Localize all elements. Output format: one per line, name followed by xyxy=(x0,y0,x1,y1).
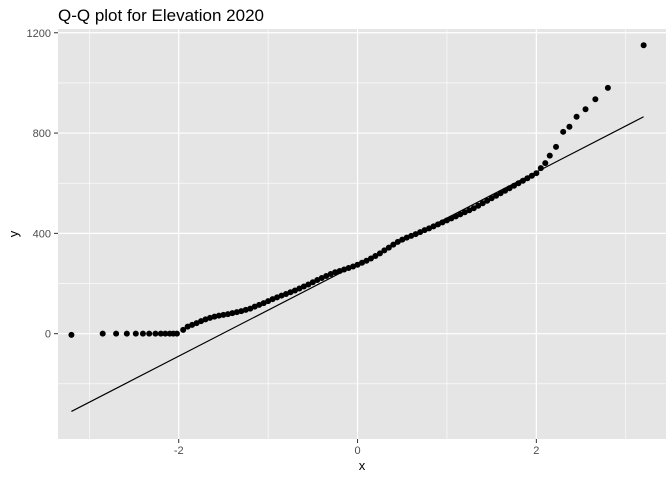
data-point xyxy=(461,209,468,216)
data-point xyxy=(506,185,513,192)
data-point xyxy=(372,252,379,259)
data-point xyxy=(488,195,495,202)
chart-title: Q-Q plot for Elevation 2020 xyxy=(58,6,264,25)
data-point xyxy=(260,300,267,307)
data-point xyxy=(354,261,361,268)
data-point xyxy=(443,217,450,224)
data-point xyxy=(180,326,187,333)
data-point xyxy=(399,236,406,243)
data-point xyxy=(448,215,455,222)
grid-minor xyxy=(58,29,666,439)
x-tick-label: 0 xyxy=(354,445,360,457)
data-point xyxy=(247,305,254,312)
data-point xyxy=(359,259,365,266)
data-point xyxy=(224,311,231,318)
data-point xyxy=(314,277,321,284)
data-point xyxy=(113,330,120,337)
data-point xyxy=(162,330,169,337)
data-point xyxy=(309,279,316,286)
data-point xyxy=(291,287,298,294)
data-point xyxy=(157,330,164,337)
data-point xyxy=(99,330,106,337)
data-point xyxy=(68,331,75,338)
data-point xyxy=(604,84,611,91)
data-point xyxy=(385,244,392,251)
data-point xyxy=(123,330,130,337)
data-point xyxy=(363,257,370,264)
data-point xyxy=(426,225,433,232)
data-point xyxy=(139,330,146,337)
data-point xyxy=(439,219,446,226)
data-point xyxy=(390,241,397,248)
y-tick-label: 800 xyxy=(33,128,51,140)
data-point xyxy=(381,247,388,254)
data-point xyxy=(452,213,459,220)
y-tick-label: 400 xyxy=(33,228,51,240)
data-point xyxy=(493,192,500,199)
data-point xyxy=(542,160,549,167)
data-point xyxy=(475,202,482,209)
data-point xyxy=(582,106,589,113)
x-axis-title: x xyxy=(359,458,366,473)
data-point xyxy=(524,175,531,182)
data-point xyxy=(318,275,325,282)
data-point xyxy=(479,200,486,207)
plot-panel xyxy=(58,29,666,439)
data-point xyxy=(296,285,303,292)
y-tick-label: 0 xyxy=(45,329,51,341)
y-axis: 0 400 800 1200 xyxy=(27,28,58,341)
data-point xyxy=(528,172,535,179)
data-point xyxy=(211,313,218,320)
data-point xyxy=(511,182,517,189)
data-point xyxy=(265,298,272,305)
data-point xyxy=(376,250,383,257)
x-axis: -2 0 2 xyxy=(174,439,539,457)
data-point xyxy=(553,143,560,150)
data-point xyxy=(300,283,307,290)
data-point xyxy=(435,221,441,228)
data-point xyxy=(592,96,599,103)
data-point xyxy=(497,190,504,197)
data-point xyxy=(502,187,509,194)
data-point xyxy=(430,223,437,230)
data-point xyxy=(152,330,159,337)
data-point xyxy=(640,42,647,49)
data-point xyxy=(573,113,580,120)
data-point xyxy=(132,330,139,337)
data-point xyxy=(323,273,330,280)
data-point xyxy=(229,310,236,317)
data-point xyxy=(367,255,374,262)
data-point xyxy=(466,207,473,214)
data-point xyxy=(233,309,240,316)
data-point xyxy=(546,152,553,159)
data-point xyxy=(417,229,424,236)
data-point xyxy=(560,128,567,135)
data-point xyxy=(412,231,419,238)
data-point xyxy=(533,170,540,177)
data-point xyxy=(484,197,491,204)
data-point xyxy=(537,165,544,172)
x-tick-label: 2 xyxy=(533,445,539,457)
x-tick-label: -2 xyxy=(174,445,184,457)
data-point xyxy=(305,281,312,288)
data-point xyxy=(515,180,522,187)
y-tick-label: 1200 xyxy=(27,28,51,40)
data-point xyxy=(193,320,200,327)
data-point xyxy=(566,123,573,130)
data-point xyxy=(215,312,222,319)
data-point xyxy=(220,311,227,318)
y-axis-title: y xyxy=(6,230,21,237)
data-point xyxy=(470,205,477,212)
data-point xyxy=(173,330,180,337)
data-points xyxy=(68,42,647,338)
data-point xyxy=(146,330,153,337)
data-point xyxy=(457,211,464,218)
data-point xyxy=(519,177,526,184)
data-point xyxy=(394,238,401,245)
